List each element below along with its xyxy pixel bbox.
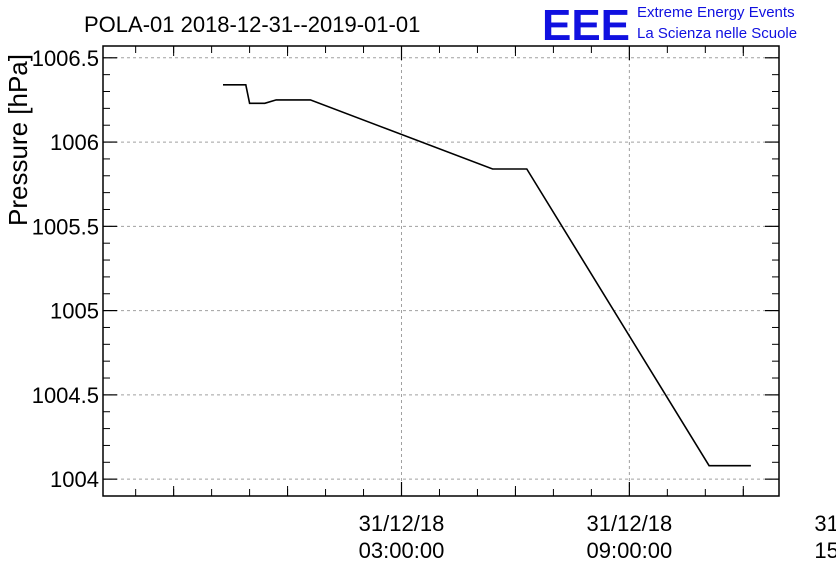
x-tick-label: 31/12/18: [587, 511, 673, 536]
y-tick-label: 1004: [50, 467, 99, 492]
x-tick-label: 31/12/18: [359, 511, 445, 536]
pressure-series-line: [223, 84, 751, 467]
x-tick-label: 15:00:00: [814, 538, 836, 563]
y-tick-label: 1005.5: [32, 214, 99, 239]
y-axis-label: Pressure [hPa]: [3, 54, 33, 226]
x-tick-label: 09:00:00: [587, 538, 673, 563]
y-tick-label: 1006: [50, 130, 99, 155]
y-tick-label: 1006.5: [32, 46, 99, 71]
y-tick-labels: 1004 1004.5 1005 1005.5 1006 1006.5: [32, 46, 99, 492]
series-group: [223, 84, 751, 467]
x-tick-label: 31/12/18: [814, 511, 836, 536]
x-tick-labels: 31/12/1803:00:0031/12/1809:00:0031/12/18…: [359, 511, 836, 563]
plot-frame: [102, 45, 780, 497]
eee-logo: EEE: [542, 1, 630, 50]
org-name-line2: La Scienza nelle Scuole: [637, 25, 797, 42]
y-tick-label: 1004.5: [32, 383, 99, 408]
org-name-line1: Extreme Energy Events: [637, 4, 795, 21]
x-tick-label: 03:00:00: [359, 538, 445, 563]
chart-title: POLA-01 2018-12-31--2019-01-01: [84, 12, 420, 37]
grid-lines: [103, 46, 779, 496]
axis-ticks: [103, 46, 779, 497]
y-tick-label: 1005: [50, 299, 99, 324]
